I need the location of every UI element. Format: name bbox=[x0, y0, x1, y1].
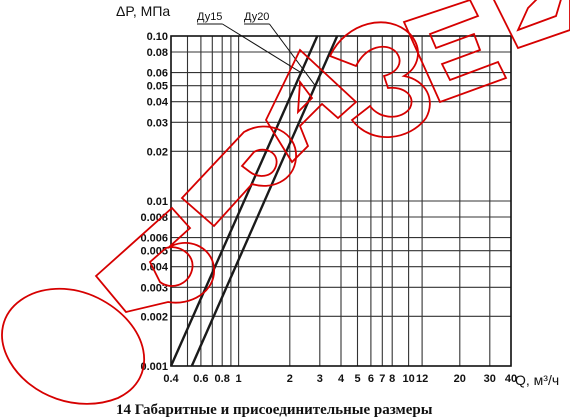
y-tick-label: 0.005 bbox=[140, 246, 168, 258]
x-tick-label: 4 bbox=[338, 373, 345, 385]
x-tick-label: 0.8 bbox=[215, 373, 230, 385]
y-tick-label: 0.003 bbox=[140, 282, 168, 294]
x-tick-label: 6 bbox=[368, 373, 374, 385]
x-tick-label: 20 bbox=[454, 373, 466, 385]
section-caption: 14 Габаритные и присоединительные размер… bbox=[116, 402, 433, 418]
grid bbox=[170, 35, 512, 367]
x-tick-label: 8 bbox=[389, 373, 395, 385]
y-tick-label: 0.008 bbox=[140, 212, 168, 224]
watermark bbox=[1, 0, 570, 405]
y-tick-label: 0.03 bbox=[147, 117, 168, 129]
y-tick-label: 0.04 bbox=[147, 97, 169, 109]
watermark-letter-a bbox=[264, 48, 358, 164]
x-tick-label: 3 bbox=[317, 373, 323, 385]
y-axis-label: ΔP, МПа bbox=[116, 3, 170, 19]
series-label-leader bbox=[222, 23, 302, 74]
watermark-letter-z bbox=[328, 21, 431, 138]
x-tick-label: 12 bbox=[416, 373, 428, 385]
series-label-du15: Ду15 bbox=[197, 11, 222, 23]
x-tick-label: 40 bbox=[505, 373, 517, 385]
x-tick-label: 0.6 bbox=[193, 373, 208, 385]
series-label-leaders bbox=[197, 23, 316, 86]
watermark-letter-e bbox=[402, 0, 508, 104]
y-tick-label: 0.08 bbox=[147, 47, 168, 59]
watermark-letter-o bbox=[1, 288, 145, 405]
series-line-1 bbox=[190, 35, 339, 367]
x-tick-label: 30 bbox=[484, 373, 496, 385]
y-tick-label: 0.006 bbox=[140, 233, 168, 245]
x-tick-label: 1 bbox=[236, 373, 242, 385]
x-tick-label: 5 bbox=[354, 373, 360, 385]
x-tick-label: 7 bbox=[379, 373, 385, 385]
x-tick-label: 10 bbox=[402, 373, 414, 385]
y-tick-label: 0.01 bbox=[147, 196, 168, 208]
y-tick-label: 0.002 bbox=[140, 311, 168, 323]
series-label-du20: Ду20 bbox=[244, 11, 269, 23]
series-line-0 bbox=[169, 35, 319, 367]
x-tick-labels: 0.4 0.6 0.8 1 2 3 4 5 6 7 8 10 12 20 30 40 bbox=[163, 373, 517, 385]
y-tick-label: 0.06 bbox=[147, 68, 168, 80]
series-label-leader bbox=[269, 23, 316, 86]
watermark-letter-ts bbox=[492, 0, 570, 50]
series-lines bbox=[169, 35, 339, 367]
y-tick-label: 0.02 bbox=[147, 146, 168, 158]
y-tick-label: 0.10 bbox=[147, 31, 168, 43]
x-axis-label: Q, м³/ч bbox=[515, 372, 559, 388]
y-tick-label: 0.05 bbox=[147, 81, 168, 93]
x-tick-label: 0.4 bbox=[163, 373, 179, 385]
y-tick-label: 0.004 bbox=[140, 262, 168, 274]
y-tick-label: 0.001 bbox=[140, 361, 168, 373]
watermark-letter-b bbox=[94, 206, 215, 314]
x-tick-label: 2 bbox=[287, 373, 293, 385]
plot-frame bbox=[170, 35, 512, 367]
